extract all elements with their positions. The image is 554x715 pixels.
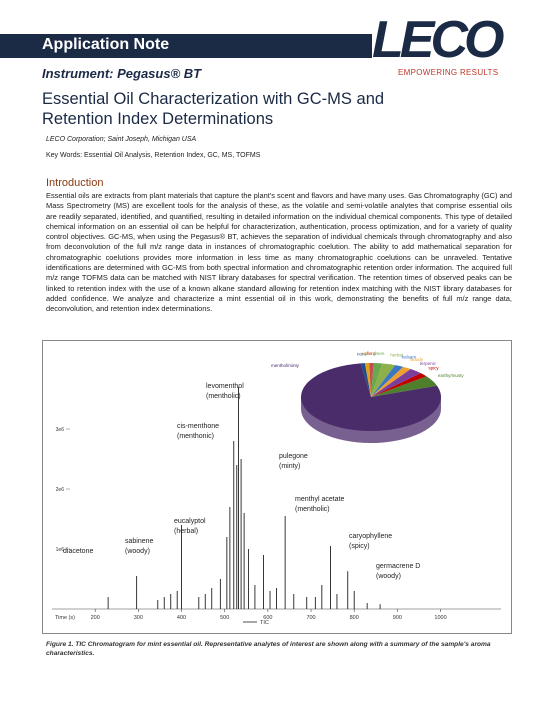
header-title: Application Note [42, 36, 170, 53]
pie-slice [371, 363, 383, 397]
pie-label: earthy/musty [438, 373, 465, 378]
pie-slice [369, 363, 374, 397]
compound-label: germacrene D [376, 563, 420, 570]
pie-label: balsam [402, 355, 417, 360]
logo: LECO [372, 11, 504, 69]
pie-slice [371, 363, 396, 397]
compound-label: caryophyllene [349, 533, 392, 540]
compound-label: eucalyptol [174, 518, 206, 525]
compound-label: sabinene [125, 538, 154, 545]
pie-slice [371, 376, 438, 397]
header-bar [0, 34, 372, 58]
section-heading: Introduction [46, 177, 104, 189]
pie-label: none [357, 351, 368, 356]
figure: 200 300 400 500 600 700 800 900 1000 Time (s) 1e6 2… [42, 340, 512, 634]
x-tick-label: 1000 [434, 615, 446, 621]
aroma-label: (spicy) [349, 543, 370, 550]
x-tick-label: 800 [350, 615, 359, 621]
x-tick-label: 400 [177, 615, 186, 621]
caption: Figure 1. TIC Chromatogram for mint esse… [46, 641, 491, 657]
x-tick-label: 700 [306, 615, 315, 621]
pie-slice [371, 373, 427, 397]
compound-label: pulegone [279, 453, 308, 460]
y-tick-label: 3e6 [56, 427, 65, 433]
pie-label: herbal [390, 352, 403, 357]
pie-label: spicy [428, 365, 439, 370]
legend-label: TIC [260, 620, 269, 626]
pie-label: menthol/minty [271, 363, 300, 368]
instrument: Instrument: Pegasus® BT [42, 66, 202, 81]
x-tick-label: 600 [263, 615, 272, 621]
pie-label: floral [367, 351, 377, 356]
x-tick-label: 200 [91, 615, 100, 621]
pie-slice [360, 363, 371, 397]
y-tick-label: 1e6 [56, 547, 65, 553]
x-tick-label: 300 [134, 615, 143, 621]
aroma-label: (herbal) [174, 528, 198, 535]
x-axis-label: Time (s) [55, 615, 75, 621]
aroma-label: (woody) [376, 573, 401, 580]
y-tick-label: 2e6 [56, 487, 65, 493]
pie-label: citrus [361, 351, 373, 356]
pie-label: green [373, 351, 385, 356]
aroma-label: (minty) [279, 463, 300, 470]
paragraph: Essential oils are extracts from plant m… [46, 191, 512, 314]
x-tick-label: 900 [393, 615, 402, 621]
aroma-label: (menthonic) [177, 433, 214, 440]
compound-label: cis-menthone [177, 423, 219, 430]
pie-slice [371, 365, 404, 397]
pie-slice [371, 369, 421, 397]
title: Essential Oil Characterization with GC-M… [42, 90, 385, 128]
pie-label: terpenic [420, 361, 437, 366]
pie-slice [371, 366, 411, 397]
compound-label: diacetone [63, 548, 93, 555]
pie-label: woody [410, 357, 424, 362]
affiliation: LECO Corporation; Saint Joseph, Michigan… [46, 136, 197, 143]
compound-label: menthyl acetate [295, 496, 345, 503]
aroma-label: (mentholic) [206, 393, 241, 400]
tagline: EMPOWERING RESULTS [398, 68, 499, 77]
pie-slice [301, 363, 441, 431]
x-tick-label: 500 [220, 615, 229, 621]
aroma-label: (mentholic) [295, 506, 330, 513]
aroma-label: (woody) [125, 548, 150, 555]
keywords: Key Words: Essential Oil Analysis, Reten… [46, 152, 261, 159]
compound-label: levomenthol [206, 383, 244, 390]
pie-slice [364, 363, 371, 397]
